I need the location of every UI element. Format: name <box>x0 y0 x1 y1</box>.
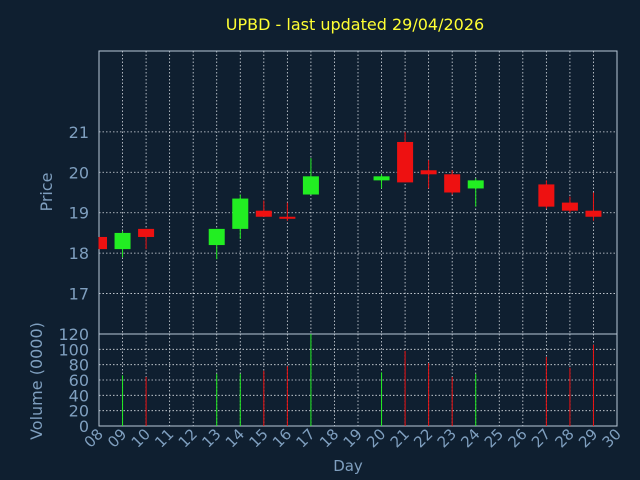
price-y-tick-label: 18 <box>69 244 89 263</box>
x-tick-label: 29 <box>575 425 601 451</box>
volume-y-tick-label: 20 <box>69 402 89 421</box>
x-tick-label: 25 <box>481 425 507 451</box>
x-tick-label: 24 <box>457 425 483 451</box>
price-y-tick-labels: 17 18 19 20 21 <box>69 123 89 304</box>
x-tick-label: 26 <box>504 425 530 451</box>
candle-body <box>279 216 296 219</box>
x-tick-label: 21 <box>387 425 413 451</box>
x-tick-label: 09 <box>104 425 130 451</box>
price-y-tick-label: 20 <box>69 163 89 182</box>
x-tick-label: 14 <box>222 425 248 451</box>
x-tick-label: 13 <box>198 425 224 451</box>
x-tick-label: 12 <box>175 425 201 451</box>
volume-y-tick-label: 120 <box>58 325 89 344</box>
x-tick-label: 16 <box>269 425 295 451</box>
candle-body <box>467 180 484 189</box>
candle-body <box>585 210 602 217</box>
candles <box>98 131 602 260</box>
price-panel: 17 18 19 20 21 Price <box>37 50 618 335</box>
x-tick-label: 15 <box>245 425 271 451</box>
candle-body <box>255 210 272 217</box>
volume-plot-frame <box>98 333 618 427</box>
volume-y-tick-label: 60 <box>69 371 89 390</box>
x-tick-labels: 0809101112131415161718192021222324252627… <box>81 425 625 451</box>
candle-body <box>138 228 155 237</box>
x-tick-label: 22 <box>410 425 436 451</box>
volume-y-tick-label: 40 <box>69 386 89 405</box>
x-tick-label: 11 <box>151 425 177 451</box>
volume-y-axis-label: Volume (0000) <box>27 322 46 440</box>
candle-body <box>444 174 461 193</box>
candle-body <box>114 232 131 250</box>
x-tick-label: 10 <box>128 425 154 451</box>
price-y-tick-label: 21 <box>69 123 89 142</box>
volume-bars <box>122 334 594 426</box>
price-y-axis-label: Price <box>37 172 56 211</box>
x-tick-label: 19 <box>340 425 366 451</box>
x-tick-label: 30 <box>599 425 625 451</box>
candle-body <box>373 176 390 181</box>
candle-body <box>538 184 555 207</box>
volume-y-tick-label: 100 <box>58 340 89 359</box>
x-tick-label: 20 <box>363 425 389 451</box>
chart-title: UPBD - last updated 29/04/2026 <box>226 15 484 34</box>
x-tick-label: 17 <box>293 425 319 451</box>
x-tick-label: 27 <box>528 425 554 451</box>
volume-grid <box>99 334 617 426</box>
candle-body <box>232 198 249 229</box>
candle-body <box>420 170 437 175</box>
price-y-tick-label: 17 <box>69 285 89 304</box>
candle-body <box>561 202 578 211</box>
x-axis-label: Day <box>333 457 363 475</box>
x-tick-label: 28 <box>552 425 578 451</box>
candle-body <box>99 236 107 250</box>
volume-y-tick-label: 80 <box>69 356 89 375</box>
x-tick-label: 23 <box>434 425 460 451</box>
candle-body <box>302 176 319 195</box>
candle-body <box>397 141 414 183</box>
volume-y-tick-label: 0 <box>79 417 89 436</box>
candle-body <box>208 228 225 246</box>
x-tick-label: 18 <box>316 425 342 451</box>
price-y-tick-label: 19 <box>69 204 89 223</box>
